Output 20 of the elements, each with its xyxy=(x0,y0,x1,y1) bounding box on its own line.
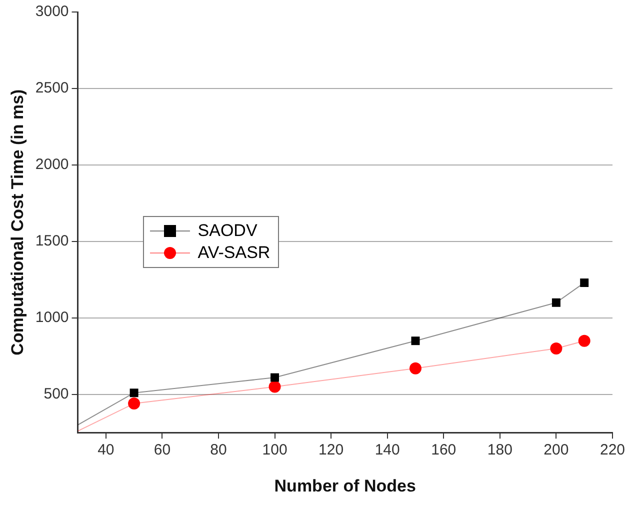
y-tick-label: 2000 xyxy=(35,156,69,174)
x-tick-label: 100 xyxy=(262,442,288,459)
y-tick-label: 1000 xyxy=(35,309,69,326)
x-tick-label: 220 xyxy=(600,442,625,459)
x-tick-label: 120 xyxy=(318,442,344,459)
y-tick-label: 2500 xyxy=(35,80,69,97)
y-tick-label: 3000 xyxy=(35,3,69,20)
y-axis-title: Computational Cost Time (in ms) xyxy=(8,89,27,356)
x-axis-title: Number of Nodes xyxy=(274,476,416,496)
legend-label: SAODV xyxy=(198,221,258,242)
y-tick-label: 500 xyxy=(44,386,69,403)
x-tick-label: 160 xyxy=(431,442,456,459)
x-tick-label: 200 xyxy=(544,442,569,459)
x-tick-label: 180 xyxy=(487,442,512,459)
x-tick-label: 60 xyxy=(154,442,171,459)
legend-label: AV-SASR xyxy=(198,243,270,264)
y-tick-label: 1500 xyxy=(35,232,69,250)
x-tick-label: 80 xyxy=(210,442,227,459)
x-tick-label: 140 xyxy=(374,442,400,459)
x-tick-label: 40 xyxy=(98,442,114,459)
